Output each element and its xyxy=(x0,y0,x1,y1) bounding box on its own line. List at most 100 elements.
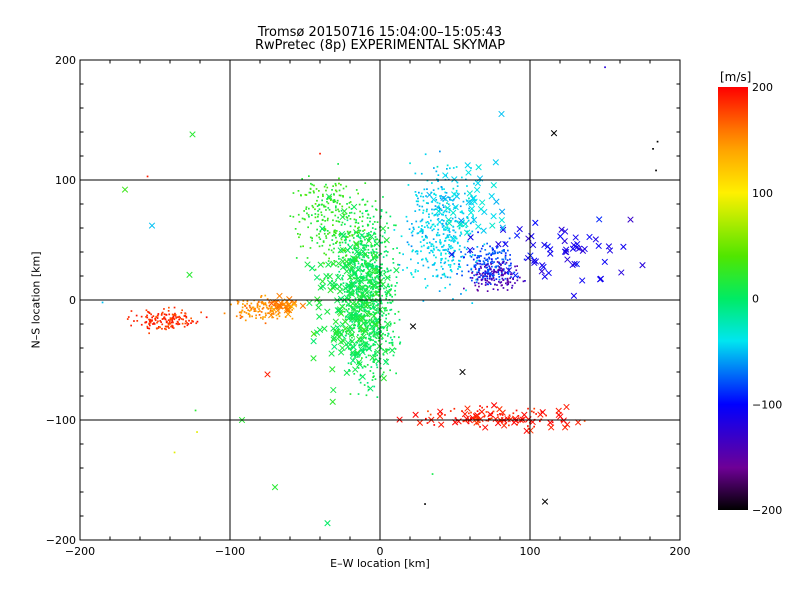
data-point xyxy=(459,266,462,268)
data-point xyxy=(509,277,511,280)
data-point xyxy=(305,194,308,196)
data-point xyxy=(327,207,330,209)
data-point xyxy=(318,233,320,235)
data-point xyxy=(352,290,355,293)
data-point xyxy=(362,286,365,288)
data-point xyxy=(292,192,295,194)
data-point xyxy=(480,283,483,285)
data-point xyxy=(444,237,447,240)
data-point xyxy=(178,315,181,318)
data-point xyxy=(436,178,438,181)
data-cross xyxy=(618,269,625,276)
data-point xyxy=(246,302,248,305)
data-point xyxy=(374,350,376,353)
data-point xyxy=(374,228,377,230)
data-point xyxy=(397,310,400,313)
data-point xyxy=(436,213,438,216)
data-point xyxy=(395,276,398,278)
data-point xyxy=(494,283,496,286)
data-point xyxy=(445,210,448,213)
data-point xyxy=(291,317,294,320)
data-point xyxy=(360,277,363,280)
data-point xyxy=(490,261,492,264)
data-point xyxy=(274,301,276,303)
data-cross xyxy=(548,424,555,431)
data-point xyxy=(148,323,151,325)
data-point xyxy=(475,278,477,281)
data-point xyxy=(354,247,356,250)
data-point xyxy=(378,275,380,278)
data-point xyxy=(442,233,445,235)
data-point xyxy=(360,275,363,278)
data-point xyxy=(460,231,462,234)
data-point xyxy=(166,320,168,323)
data-point xyxy=(362,275,365,278)
data-point xyxy=(540,410,543,413)
data-point xyxy=(259,305,261,308)
data-point xyxy=(428,241,431,244)
data-cross xyxy=(448,251,455,258)
data-point xyxy=(424,278,426,280)
data-point xyxy=(148,312,151,314)
data-point xyxy=(372,376,374,378)
data-cross xyxy=(374,348,381,356)
data-point xyxy=(245,312,248,314)
data-point xyxy=(358,320,360,323)
data-point xyxy=(200,311,202,314)
data-point xyxy=(447,236,450,239)
data-cross xyxy=(365,237,373,245)
data-point xyxy=(417,270,419,272)
data-point xyxy=(263,303,265,306)
data-point xyxy=(259,310,261,312)
data-cross xyxy=(601,258,608,266)
data-point xyxy=(441,222,444,225)
data-point xyxy=(460,256,462,258)
data-point xyxy=(442,219,445,222)
data-point xyxy=(418,209,421,211)
data-point xyxy=(328,248,330,251)
data-point xyxy=(175,316,178,319)
data-point xyxy=(337,220,340,223)
data-point xyxy=(262,302,265,304)
data-point xyxy=(420,195,422,198)
data-point xyxy=(256,305,259,308)
data-point xyxy=(147,311,149,313)
data-point xyxy=(350,354,352,356)
data-point xyxy=(321,219,324,221)
data-point xyxy=(425,210,428,213)
data-point xyxy=(366,209,369,212)
data-point xyxy=(371,263,374,266)
data-point xyxy=(476,246,479,248)
data-point xyxy=(368,262,370,265)
data-cross xyxy=(455,418,462,425)
data-point xyxy=(264,302,267,304)
data-cross xyxy=(365,272,372,279)
data-point xyxy=(359,305,362,308)
data-point xyxy=(345,284,347,287)
data-point xyxy=(359,240,362,243)
data-point xyxy=(474,284,477,287)
data-cross xyxy=(359,336,366,343)
data-point xyxy=(365,277,368,279)
data-point xyxy=(360,243,363,246)
data-cross xyxy=(343,262,350,269)
data-point xyxy=(352,324,355,327)
data-point xyxy=(487,260,489,262)
data-cross xyxy=(350,305,358,312)
data-point xyxy=(358,231,360,234)
data-point xyxy=(356,287,358,289)
data-point xyxy=(392,330,394,333)
data-cross xyxy=(360,326,367,334)
data-point xyxy=(420,219,423,222)
data-point xyxy=(455,237,458,240)
data-point xyxy=(350,267,352,270)
data-point xyxy=(192,320,194,323)
data-point xyxy=(380,367,382,370)
data-point xyxy=(170,317,173,320)
data-point xyxy=(500,263,502,266)
data-point xyxy=(394,289,396,292)
colorbar-unit-label: [m/s] xyxy=(720,70,752,84)
data-cross xyxy=(538,268,545,275)
data-cross xyxy=(340,337,347,345)
data-cross xyxy=(186,271,193,278)
